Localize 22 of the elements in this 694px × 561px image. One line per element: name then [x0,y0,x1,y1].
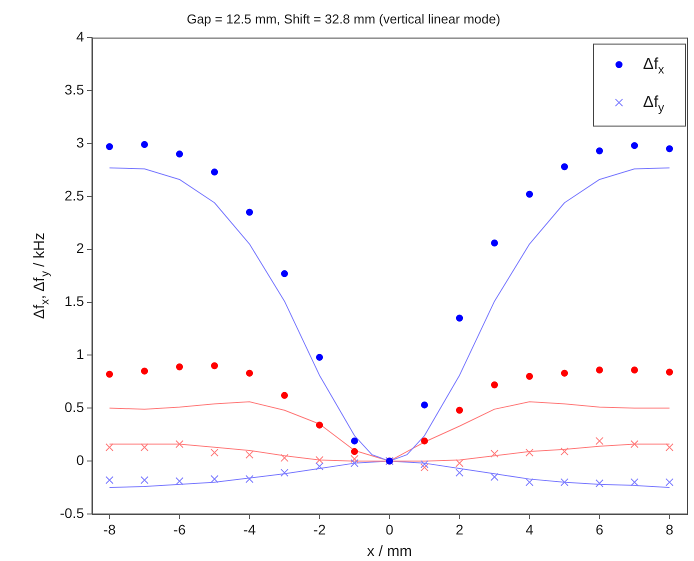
x-tick-label: 8 [666,521,674,538]
x-tick-label: 2 [456,521,464,538]
x-tick-label: 4 [526,521,534,538]
y-tick-label: -0.5 [60,504,84,521]
y-tick-label: 4 [76,28,84,44]
y-tick-label: 1.5 [64,293,84,310]
y-tick-label: 2 [76,240,84,256]
x-tick-label: -2 [313,521,326,538]
chart-title: Gap = 12.5 mm, Shift = 32.8 mm (vertical linear mode) [186,11,500,26]
y-axis-title: Δfx, Δfy / kHz [31,232,52,319]
y-tick-label: 2.5 [64,187,84,204]
x-tick-label: 0 [386,521,394,538]
x-tick-label: -8 [103,521,116,538]
x-tick-label: 6 [596,521,604,538]
x-tick-label: -6 [173,521,186,538]
x-tick-label: -4 [243,521,256,538]
y-tick-label: 0 [76,452,84,468]
y-tick-label: 3.5 [64,81,84,98]
y-tick-label: 0.5 [64,398,84,415]
y-tick-label: 1 [76,346,84,362]
y-tick-label: 3 [76,134,84,150]
x-axis-title: x / mm [367,543,412,560]
